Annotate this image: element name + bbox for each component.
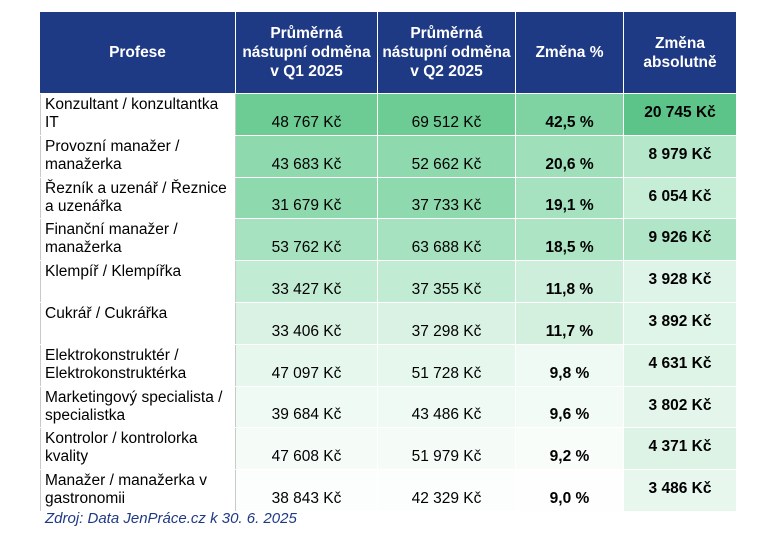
q2-salary: 69 512 Kč	[378, 94, 516, 135]
change-absolute: 4 631 Kč	[624, 344, 736, 386]
q1-salary: 31 679 Kč	[236, 177, 378, 219]
table-row: Elektrokonstruktér / Elektrokonstruktérk…	[40, 344, 736, 387]
q2-salary: 37 298 Kč	[378, 303, 516, 344]
q2-salary: 42 329 Kč	[378, 470, 516, 511]
header-row: Profese Průměrná nástupní odměna v Q1 20…	[40, 12, 736, 94]
profession-name: Marketingový specialista / specialistka	[40, 386, 236, 428]
header-zmena-pct: Změna %	[516, 12, 624, 93]
q1-salary: 39 684 Kč	[236, 386, 378, 428]
change-percent: 9,6 %	[516, 386, 624, 428]
q1-salary: 43 683 Kč	[236, 135, 378, 177]
q2-salary: 52 662 Kč	[378, 135, 516, 177]
q2-salary: 63 688 Kč	[378, 219, 516, 261]
change-absolute: 4 371 Kč	[624, 428, 736, 470]
header-q1: Průměrná nástupní odměna v Q1 2025	[236, 12, 378, 93]
change-percent: 42,5 %	[516, 94, 624, 135]
header-zmena-abs: Změna absolutně	[624, 12, 736, 93]
q2-salary: 51 979 Kč	[378, 428, 516, 470]
change-absolute: 8 979 Kč	[624, 135, 736, 177]
q1-salary: 38 843 Kč	[236, 470, 378, 511]
change-absolute: 3 928 Kč	[624, 261, 736, 302]
table-row: Manažer / manažerka v gastronomii 38 843 …	[40, 470, 736, 512]
change-absolute: 3 802 Kč	[624, 386, 736, 428]
profession-name: Konzultant / konzultantka IT	[40, 94, 236, 135]
change-percent: 9,2 %	[516, 428, 624, 470]
change-absolute: 6 054 Kč	[624, 177, 736, 219]
change-percent: 11,8 %	[516, 261, 624, 302]
profession-name: Řezník a uzenář / Řeznice a uzenářka	[40, 177, 236, 219]
q2-salary: 43 486 Kč	[378, 386, 516, 428]
header-profese: Profese	[40, 12, 236, 93]
q1-salary: 48 767 Kč	[236, 94, 378, 135]
profession-name: Finanční manažer / manažerka	[40, 219, 236, 261]
change-absolute: 20 745 Kč	[624, 94, 736, 135]
source-note: Zdroj: Data JenPráce.cz k 30. 6. 2025	[45, 510, 297, 527]
table-row: Kontrolor / kontrolorka kvality 47 608 Kč…	[40, 428, 736, 471]
change-absolute: 3 486 Kč	[624, 470, 736, 511]
profession-name: Manažer / manažerka v gastronomii	[40, 470, 236, 511]
q1-salary: 33 427 Kč	[236, 261, 378, 302]
table-row: Finanční manažer / manažerka 53 762 Kč 63 …	[40, 219, 736, 262]
profession-name: Klempíř / Klempířka	[40, 261, 236, 302]
q1-salary: 33 406 Kč	[236, 303, 378, 344]
change-percent: 9,8 %	[516, 344, 624, 386]
q1-salary: 47 097 Kč	[236, 344, 378, 386]
q2-salary: 37 733 Kč	[378, 177, 516, 219]
change-absolute: 9 926 Kč	[624, 219, 736, 261]
q1-salary: 53 762 Kč	[236, 219, 378, 261]
profession-name: Cukrář / Cukrářka	[40, 303, 236, 344]
change-percent: 9,0 %	[516, 470, 624, 511]
profession-name: Kontrolor / kontrolorka kvality	[40, 428, 236, 470]
profession-name: Provozní manažer / manažerka	[40, 135, 236, 177]
profession-name: Elektrokonstruktér / Elektrokonstruktérk…	[40, 344, 236, 386]
table-row: Provozní manažer / manažerka 43 683 Kč 52 …	[40, 135, 736, 178]
table-row: Řezník a uzenář / Řeznice a uzenářka 31 6…	[40, 177, 736, 220]
table-row: Konzultant / konzultantka IT 48 767 Kč 69 …	[40, 94, 736, 136]
table-row: Cukrář / Cukrářka 33 406 Kč 37 298 Kč 11,7 …	[40, 303, 736, 345]
header-q2: Průměrná nástupní odměna v Q2 2025	[378, 12, 516, 93]
change-percent: 19,1 %	[516, 177, 624, 219]
q2-salary: 51 728 Kč	[378, 344, 516, 386]
table-row: Marketingový specialista / specialistka 3…	[40, 386, 736, 429]
change-absolute: 3 892 Kč	[624, 303, 736, 344]
change-percent: 20,6 %	[516, 135, 624, 177]
table-row: Klempíř / Klempířka 33 427 Kč 37 355 Kč 11,…	[40, 261, 736, 303]
q2-salary: 37 355 Kč	[378, 261, 516, 302]
change-percent: 11,7 %	[516, 303, 624, 344]
q1-salary: 47 608 Kč	[236, 428, 378, 470]
change-percent: 18,5 %	[516, 219, 624, 261]
